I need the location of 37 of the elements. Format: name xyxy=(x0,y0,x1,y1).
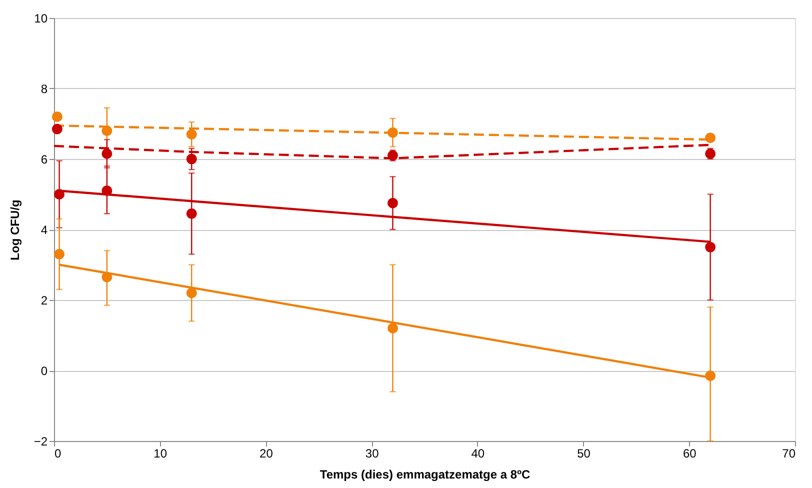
x-axis-title: Temps (dies) emmagatzematge a 8ºC xyxy=(320,468,530,482)
x-tick-label: 60 xyxy=(682,446,697,460)
x-tick-label: 70 xyxy=(782,446,796,460)
point xyxy=(186,154,197,164)
y-tick-label: 10 xyxy=(34,12,48,26)
x-tick-label: 50 xyxy=(577,446,591,460)
point xyxy=(388,150,398,161)
y-tick-label: 0 xyxy=(40,364,48,378)
y-tick-label: −2 xyxy=(34,434,48,448)
point xyxy=(52,111,62,122)
point xyxy=(102,272,112,282)
point xyxy=(705,370,716,382)
point xyxy=(705,132,716,144)
y-axis-title: Log CFU/g xyxy=(8,200,22,260)
point xyxy=(388,198,398,208)
y-tick-label: 8 xyxy=(40,82,48,96)
point xyxy=(186,208,197,219)
point xyxy=(102,148,112,159)
point xyxy=(102,126,112,136)
point xyxy=(186,288,197,298)
y-tick-label: 2 xyxy=(40,294,48,308)
x-tick-label: 0 xyxy=(54,446,62,460)
point xyxy=(705,242,716,252)
point xyxy=(54,248,65,260)
y-tick-label: 6 xyxy=(40,152,48,166)
x-tick-label: 20 xyxy=(260,446,274,460)
x-tick-label: 30 xyxy=(365,446,380,460)
point xyxy=(388,127,398,138)
point xyxy=(388,322,398,334)
point xyxy=(186,129,197,140)
y-tick-label: 4 xyxy=(40,223,48,237)
point xyxy=(102,185,112,196)
x-tick-label: 10 xyxy=(154,446,168,460)
x-tick-label: 40 xyxy=(471,446,485,460)
point xyxy=(705,148,716,159)
point xyxy=(52,124,62,134)
point xyxy=(54,189,65,200)
